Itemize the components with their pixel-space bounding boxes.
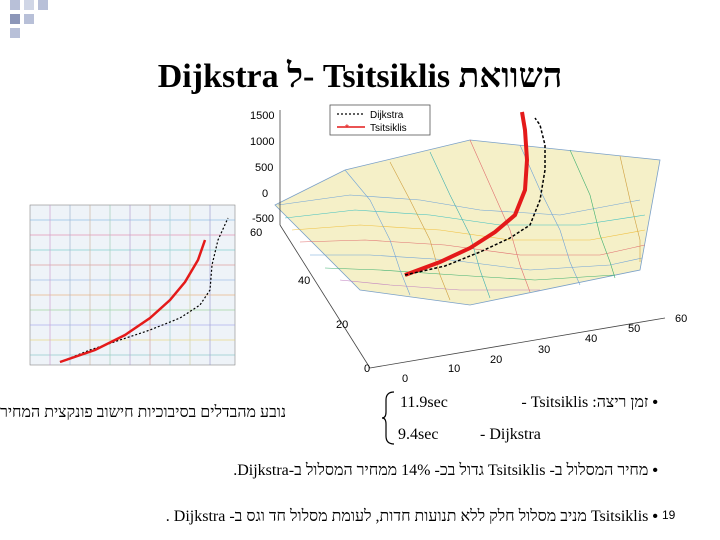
y-tick-label: 0 (364, 363, 370, 375)
tsitsiklis-path-2d (59, 239, 207, 364)
page-number: 19 (662, 508, 676, 522)
plot-legend: Dijkstra * Tsitsiklis (329, 104, 431, 136)
legend-dijkstra: Dijkstra (370, 110, 404, 121)
plot-axes (279, 110, 666, 369)
x-tick-label: 50 (628, 323, 640, 335)
runtime-dijkstra: 9.4sec (398, 426, 439, 443)
slide-title: השוואת Tsitsiklis -ל Dijkstra (157, 58, 563, 95)
brace-icon (382, 391, 395, 445)
cost-text: מחיר המסלול ב- Tsitsiklis גדול בכ- 14% מ… (233, 462, 649, 479)
svg-text:*: * (345, 123, 349, 134)
x-tick-label: 30 (538, 344, 550, 356)
z-tick-label: 0 (262, 188, 268, 200)
x-tick-label: 10 (448, 363, 460, 375)
runtime-bullet: • זמן ריצה: Tsitsiklis - (521, 394, 658, 411)
tsitsiklis-path-3d (404, 111, 530, 277)
x-tick-label: 20 (490, 354, 502, 366)
x-tick-label: 0 (402, 373, 408, 385)
path-bullet: • Tsitsiklis מניב מסלול חלק ללא תנועות ח… (165, 508, 658, 525)
y-tick-label: 20 (336, 319, 348, 331)
runtime-note-text: נובע מהבדלים בסיבוכיות חישוב פונקצית המח… (0, 404, 287, 421)
z-tick-label: 1000 (250, 136, 274, 148)
z-tick-label: 500 (255, 162, 273, 174)
z-axis-ticks: 1500 1000 500 0 -500 (250, 110, 274, 225)
y-tick-label: 60 (250, 227, 262, 239)
path-text: Tsitsiklis מניב מסלול חלק ללא תנועות חדו… (165, 508, 649, 525)
z-tick-label: -500 (252, 213, 274, 225)
x-tick-label: 40 (585, 333, 597, 345)
cost-bullet: • מחיר המסלול ב- Tsitsiklis גדול בכ- 14%… (233, 462, 658, 479)
cost-surface (274, 111, 661, 306)
z-tick-label: 1500 (250, 110, 274, 122)
runtime-note: נובע מהבדלים בסיבוכיות חישוב פונקצית המח… (0, 404, 376, 422)
x-tick-label: 60 (675, 313, 687, 325)
x-axis-ticks: 0 10 20 30 40 50 60 (402, 313, 687, 385)
y-tick-label: 40 (298, 275, 310, 287)
path-map-inset (29, 204, 236, 366)
legend-tsitsiklis: Tsitsiklis (370, 123, 407, 134)
comparison-plot: 1500 1000 500 0 -500 60 40 20 0 0 10 20 … (29, 104, 687, 385)
runtime-dijkstra-label: - Dijkstra (480, 426, 541, 443)
runtime-tsitsiklis: 11.9sec (400, 394, 448, 411)
runtime-label: זמן ריצה: Tsitsiklis - (521, 394, 649, 411)
decorative-squares (10, 0, 48, 38)
y-axis-ticks: 60 40 20 0 (250, 227, 370, 375)
